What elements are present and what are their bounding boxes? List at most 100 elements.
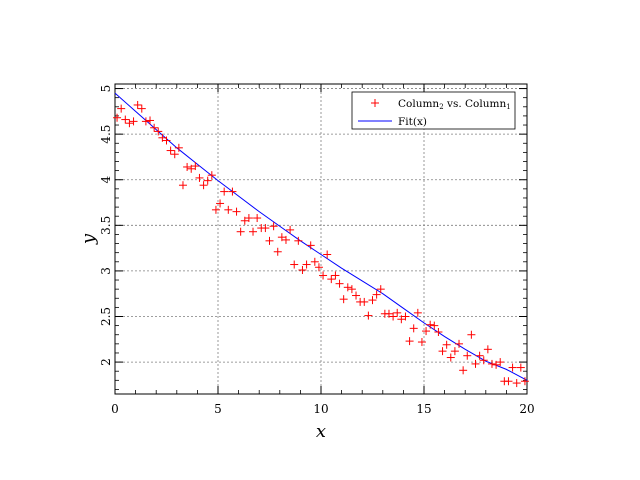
data-point bbox=[306, 241, 315, 250]
data-point bbox=[364, 311, 373, 320]
data-point bbox=[121, 115, 130, 124]
data-point bbox=[442, 340, 451, 349]
data-point bbox=[360, 297, 369, 306]
data-point bbox=[125, 119, 134, 128]
data-point bbox=[372, 290, 381, 299]
x-axis-title: x bbox=[316, 421, 326, 442]
y-tick-label: 3 bbox=[99, 267, 113, 275]
data-point bbox=[430, 321, 439, 330]
data-point bbox=[174, 143, 183, 152]
data-point bbox=[183, 162, 192, 171]
data-point bbox=[327, 275, 336, 284]
data-point bbox=[195, 173, 204, 182]
data-point bbox=[265, 236, 274, 245]
data-point bbox=[150, 123, 159, 132]
x-tick-label: 10 bbox=[313, 402, 328, 416]
legend-scatter-label: Column2 vs. Column1 bbox=[398, 98, 511, 111]
data-point bbox=[236, 227, 245, 236]
data-point bbox=[220, 187, 229, 196]
data-point bbox=[352, 291, 361, 300]
data-point bbox=[232, 207, 241, 216]
data-point bbox=[520, 377, 529, 386]
y-tick-label: 4 bbox=[99, 176, 113, 184]
data-point bbox=[170, 150, 179, 159]
data-point bbox=[459, 366, 468, 375]
legend-scatter-label-sub1: 2 bbox=[439, 103, 443, 111]
legend-fit-label: Fit(x) bbox=[398, 116, 427, 128]
data-point bbox=[187, 164, 196, 173]
data-point bbox=[166, 146, 175, 155]
data-point bbox=[487, 359, 496, 368]
data-point bbox=[298, 266, 307, 274]
axis-ticks: 0 5 10 15 20 2 2.5 3 3.5 4 4.5 5 bbox=[99, 84, 535, 416]
data-point bbox=[117, 104, 126, 113]
data-point bbox=[343, 283, 352, 292]
data-point bbox=[417, 338, 426, 347]
data-point bbox=[512, 379, 521, 388]
legend-box bbox=[351, 91, 516, 130]
data-point bbox=[281, 235, 290, 244]
data-point bbox=[224, 205, 233, 214]
data-point bbox=[323, 250, 332, 259]
data-point bbox=[211, 205, 220, 214]
legend-scatter-marker bbox=[371, 99, 379, 107]
data-point bbox=[216, 199, 225, 208]
legend-scatter-label-mid: vs. Column bbox=[444, 98, 507, 110]
data-point bbox=[397, 315, 406, 324]
data-point bbox=[273, 247, 282, 256]
data-point bbox=[261, 224, 270, 233]
grid bbox=[115, 84, 527, 394]
y-tick-label: 2 bbox=[99, 358, 113, 366]
x-tick-label: 5 bbox=[214, 402, 222, 416]
data-point bbox=[129, 117, 138, 126]
data-point bbox=[319, 271, 328, 280]
y-tick-label: 3.5 bbox=[99, 216, 113, 235]
data-point bbox=[141, 117, 150, 126]
data-point bbox=[504, 377, 513, 386]
fit-line bbox=[114, 92, 528, 381]
data-point bbox=[294, 236, 303, 245]
data-point bbox=[389, 312, 398, 321]
legend-scatter-label-sub2: 1 bbox=[506, 103, 510, 111]
data-point bbox=[178, 181, 187, 190]
data-point bbox=[249, 227, 258, 236]
data-point bbox=[508, 363, 517, 372]
y-tick-label: 2.5 bbox=[99, 307, 113, 326]
y-tick-label: 4.5 bbox=[99, 125, 113, 144]
data-point bbox=[113, 113, 122, 122]
data-point bbox=[302, 260, 311, 269]
data-point bbox=[438, 347, 447, 356]
data-point bbox=[240, 216, 249, 225]
data-point bbox=[516, 363, 525, 372]
data-point bbox=[335, 279, 344, 288]
legend: Column2 vs. Column1 Fit(x) bbox=[351, 91, 516, 130]
data-point bbox=[203, 176, 212, 185]
data-point bbox=[314, 263, 323, 272]
data-point bbox=[393, 308, 402, 317]
data-point bbox=[286, 225, 295, 234]
data-point bbox=[277, 233, 286, 242]
data-point bbox=[471, 359, 480, 368]
data-point bbox=[162, 136, 171, 145]
data-point bbox=[133, 100, 142, 109]
data-point bbox=[475, 351, 484, 360]
data-point bbox=[409, 324, 418, 333]
data-point bbox=[347, 285, 356, 294]
data-point bbox=[450, 347, 459, 356]
data-point bbox=[137, 104, 146, 113]
data-point bbox=[244, 214, 253, 223]
data-point bbox=[413, 308, 422, 317]
data-point bbox=[492, 360, 501, 369]
data-point bbox=[228, 187, 237, 196]
data-point bbox=[253, 214, 262, 223]
data-point bbox=[207, 171, 216, 180]
data-point bbox=[496, 358, 505, 367]
data-point bbox=[154, 127, 163, 136]
data-point bbox=[422, 327, 431, 336]
data-point bbox=[463, 351, 472, 360]
data-point bbox=[483, 345, 492, 354]
data-point bbox=[467, 330, 476, 339]
data-point bbox=[199, 181, 208, 190]
data-point bbox=[158, 133, 167, 142]
